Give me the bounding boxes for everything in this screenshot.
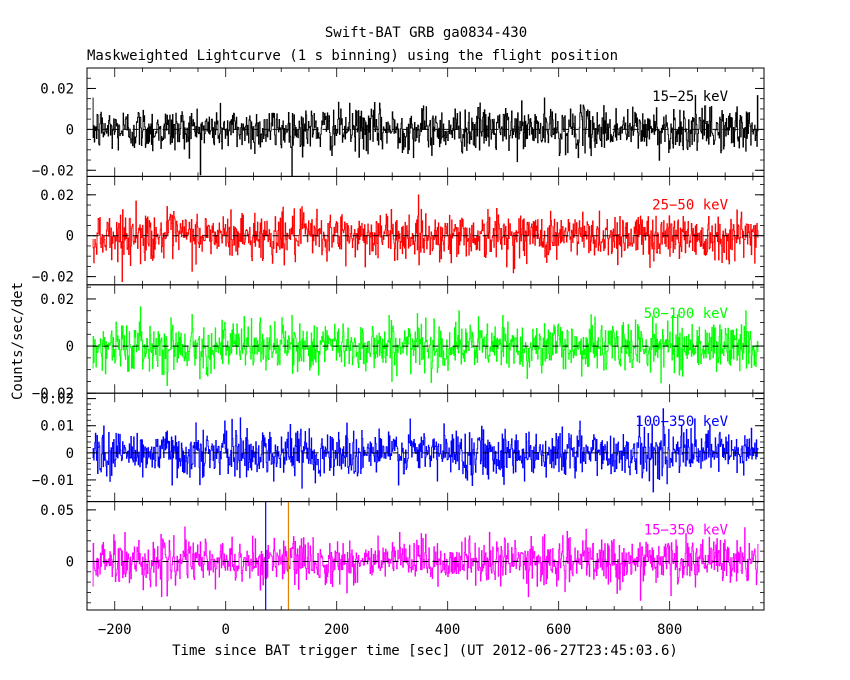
y-tick-label-4-1: 0.05 [40,503,74,519]
panel-3: −0.01 0 0.01 0.02 100−350 keV [32,392,765,503]
x-tick-label-2: 200 [324,622,349,638]
y-tick-label-4-0: 0 [66,554,74,570]
x-tick-label-1: 0 [222,622,230,638]
panel-4: 0 0.05 15−350 keV [40,501,765,611]
lightcurve-trace-0 [92,95,759,177]
y-tick-label-3-3: 0.02 [40,392,74,408]
y-tick-label-3-2: 0.01 [40,419,74,435]
y-tick-label-2-2: 0.02 [40,292,74,308]
y-tick-label-1-2: 0.02 [40,188,74,204]
y-tick-label-2-1: 0 [66,339,74,355]
y-tick-label-3-0: −0.01 [32,473,74,489]
y-tick-label-0-2: 0.02 [40,81,74,97]
panel-2: −0.02 0 0.02 50−100 keV [32,284,765,402]
x-tick-label-4: 600 [546,622,571,638]
x-tick-label-5: 800 [657,622,682,638]
panel-1: −0.02 0 0.02 25−50 keV [32,175,765,286]
y-tick-label-0-0: −0.02 [32,163,74,179]
band-label-0: 15−25 keV [652,89,728,105]
panel-frame-3 [86,392,765,503]
panel-frame-4 [86,501,765,611]
x-tick-label-0: −200 [98,622,132,638]
y-tick-label-1-0: −0.02 [32,270,74,286]
y-axis-label: Counts/sec/det [10,282,26,400]
y-tick-label-1-1: 0 [66,229,74,245]
panel-0: −0.02 0 0.02 15−25 keV [32,67,765,179]
lightcurve-trace-2 [92,306,759,386]
band-label-1: 25−50 keV [652,197,728,213]
y-tick-label-3-1: 0 [66,446,74,462]
x-axis-label: Time since BAT trigger time [sec] (UT 20… [172,643,678,659]
lightcurve-trace-4 [92,526,759,601]
band-label-3: 100−350 keV [635,414,728,430]
y-tick-label-2-0: −0.02 [32,386,74,402]
x-axis-ticks: −200 0 200 400 600 800 [98,622,682,638]
chart-subtitle: Maskweighted Lightcurve (1 s binning) us… [87,48,618,64]
panel-frame-0 [86,67,765,177]
x-tick-label-3: 400 [435,622,460,638]
y-tick-label-0-1: 0 [66,122,74,138]
lightcurve-trace-3 [92,408,759,493]
chart-title: Swift-BAT GRB ga0834-430 [325,25,527,41]
band-label-4: 15−350 keV [644,523,729,539]
band-label-2: 50−100 keV [644,306,729,322]
